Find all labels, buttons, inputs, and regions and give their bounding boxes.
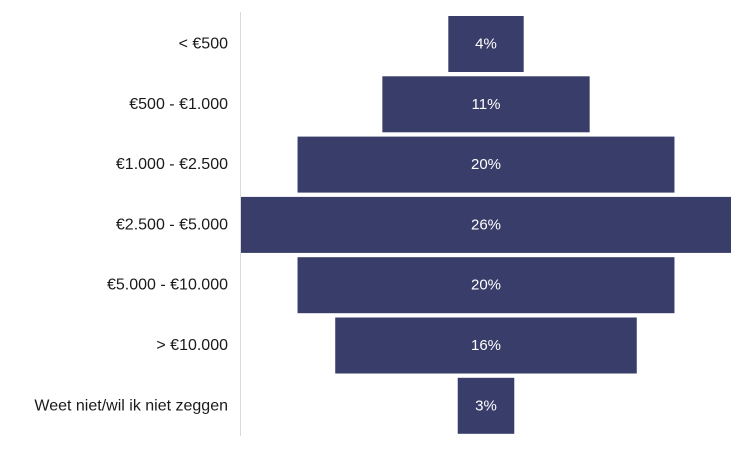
category-label-1: €500 - €1.000	[129, 96, 228, 113]
value-labels-group: 4% 11% 20% 26% 20% 16% 3%	[471, 36, 501, 415]
bar-6	[457, 377, 515, 434]
category-label-2: €1.000 - €2.500	[116, 156, 228, 173]
value-label-4: 20%	[471, 277, 501, 294]
value-label-1: 11%	[472, 96, 501, 113]
category-label-5: > €10.000	[156, 337, 228, 354]
category-label-3: €2.500 - €5.000	[116, 216, 228, 233]
bar-1	[382, 76, 590, 133]
category-label-0: < €500	[179, 36, 228, 53]
value-label-2: 20%	[471, 156, 501, 173]
category-labels-group: < €500 €500 - €1.000 €1.000 - €2.500 €2.500…	[34, 36, 228, 415]
bar-5	[335, 317, 637, 374]
value-label-6: 3%	[475, 397, 497, 414]
bar-4	[297, 257, 675, 314]
category-label-6: Weet niet/wil ik niet zeggen	[34, 397, 228, 414]
bar-2	[297, 136, 675, 193]
value-label-0: 4%	[475, 36, 497, 53]
value-label-5: 16%	[471, 337, 501, 354]
bar-0	[448, 16, 524, 72]
category-label-4: €5.000 - €10.000	[107, 277, 228, 294]
value-label-3: 26%	[471, 216, 501, 233]
bars-group	[241, 16, 731, 434]
bar-3	[241, 196, 731, 253]
